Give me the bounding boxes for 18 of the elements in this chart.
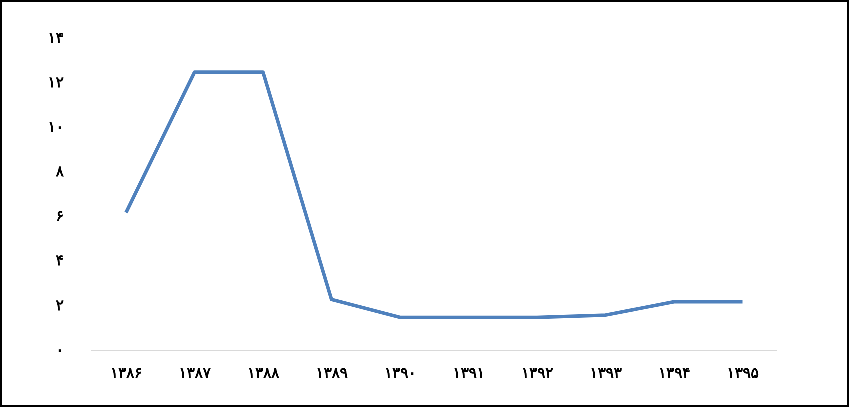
y-tick-label: ۸ bbox=[55, 162, 65, 181]
x-tick-label: ۱۳۸۹ bbox=[316, 364, 348, 382]
y-tick-label: ۱۴ bbox=[48, 28, 64, 47]
y-tick-label: ۴ bbox=[56, 252, 64, 270]
y-tick-label: ۱۲ bbox=[48, 73, 64, 92]
x-tick-label: ۱۳۹۰ bbox=[384, 364, 416, 382]
x-tick-label: ۱۳۹۲ bbox=[521, 364, 554, 382]
x-tick-label: ۱۳۸۶ bbox=[110, 364, 142, 382]
x-tick-label: ۱۳۹۱ bbox=[452, 364, 485, 382]
y-tick-label: ۶ bbox=[56, 207, 64, 226]
x-tick-label: ۱۳۸۸ bbox=[247, 364, 280, 382]
x-tick-label: ۱۳۹۳ bbox=[590, 364, 622, 382]
x-tick-label: ۱۳۹۵ bbox=[726, 364, 759, 382]
y-tick-label: ۱۰ bbox=[48, 118, 64, 136]
x-tick-label: ۱۳۸۷ bbox=[178, 364, 212, 382]
y-tick-label: ۲ bbox=[56, 296, 64, 314]
y-tick-label: ۰ bbox=[56, 340, 64, 359]
x-tick-label: ۱۳۹۴ bbox=[658, 364, 690, 382]
